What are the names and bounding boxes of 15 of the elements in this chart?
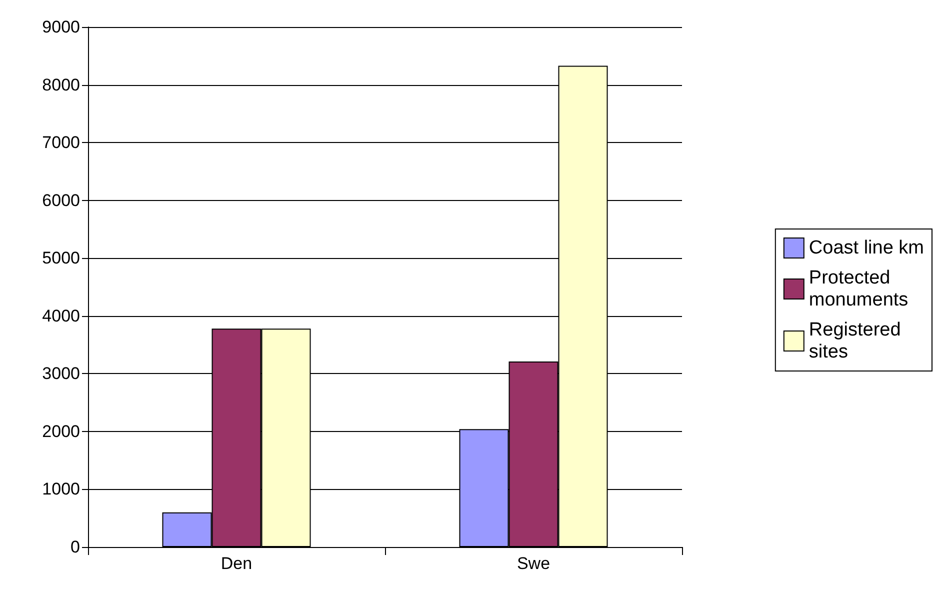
y-tick-label: 8000 [42,75,80,94]
y-tick-label: 0 [70,538,80,556]
y-tick-label: 6000 [42,190,80,210]
x-tick-label: Swe [516,554,550,573]
y-tick-label: 5000 [42,248,80,268]
y-tick-label: 9000 [42,18,80,36]
y-tick-label: 1000 [42,480,80,499]
legend-label: Coast line km [808,238,924,258]
legend-label: Registered sites [808,320,901,362]
y-tick-label: 3000 [42,364,80,384]
x-tick-label: Den [220,554,252,573]
y-tick-label: 4000 [42,306,80,326]
y-tick-label: 7000 [42,133,80,152]
y-tick-label: 2000 [42,422,80,441]
legend-label: Protected monuments [808,268,908,310]
